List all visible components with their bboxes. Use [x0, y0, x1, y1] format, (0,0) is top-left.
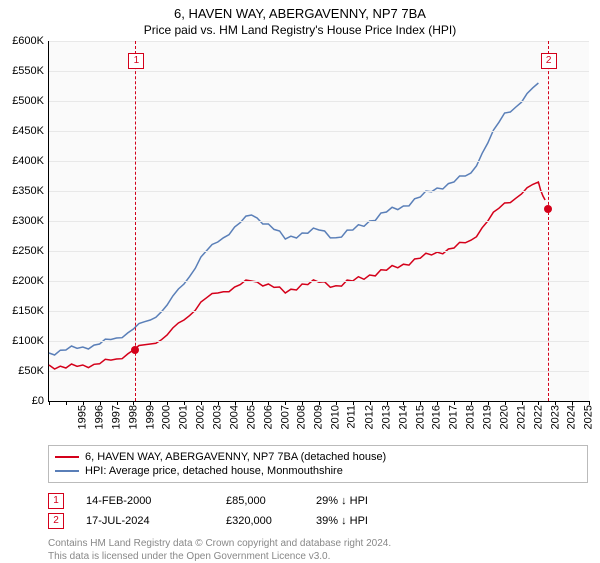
- marker-line: [548, 41, 549, 401]
- y-axis-labels: £0£50K£100K£150K£200K£250K£300K£350K£400…: [0, 41, 48, 401]
- sales-table: 1 14-FEB-2000£85,00029% ↓ HPI 2 17-JUL-2024…: [48, 491, 588, 531]
- y-tick-label: £450K: [12, 125, 44, 137]
- sale-pct: 29% ↓ HPI: [316, 495, 436, 507]
- legend-item: 6, HAVEN WAY, ABERGAVENNY, NP7 7BA (deta…: [55, 450, 581, 464]
- x-tick-label: 2019: [481, 405, 493, 429]
- gridline-h: [49, 281, 589, 282]
- x-tick-label: 2022: [532, 405, 544, 429]
- sale-price: £320,000: [226, 515, 316, 527]
- x-tick-label: 1995: [76, 405, 88, 429]
- y-tick-label: £400K: [12, 155, 44, 167]
- sale-price: £85,000: [226, 495, 316, 507]
- legend: 6, HAVEN WAY, ABERGAVENNY, NP7 7BA (deta…: [48, 445, 588, 483]
- y-tick-label: £350K: [12, 185, 44, 197]
- y-tick-label: £200K: [12, 275, 44, 287]
- y-tick-label: £500K: [12, 95, 44, 107]
- x-tick-label: 2021: [515, 405, 527, 429]
- gridline-h: [49, 101, 589, 102]
- sale-row: 2 17-JUL-2024£320,00039% ↓ HPI: [48, 511, 588, 531]
- x-tick-label: 2000: [161, 405, 173, 429]
- page: 6, HAVEN WAY, ABERGAVENNY, NP7 7BA Price…: [0, 0, 600, 560]
- gridline-h: [49, 251, 589, 252]
- x-tick-label: 2008: [296, 405, 308, 429]
- x-tick-label: 2020: [498, 405, 510, 429]
- sale-marker: 1: [48, 493, 64, 509]
- x-tick-label: 2002: [195, 405, 207, 429]
- sale-pct: 39% ↓ HPI: [316, 515, 436, 527]
- sale-row: 1 14-FEB-2000£85,00029% ↓ HPI: [48, 491, 588, 511]
- gridline-h: [49, 161, 589, 162]
- x-tick-label: 2014: [397, 405, 409, 429]
- y-tick-label: £50K: [18, 365, 44, 377]
- sale-date: 14-FEB-2000: [86, 495, 226, 507]
- marker-box: 1: [128, 53, 144, 69]
- gridline-h: [49, 221, 589, 222]
- gridline-h: [49, 341, 589, 342]
- page-subtitle: Price paid vs. HM Land Registry's House …: [0, 21, 600, 41]
- footer-attribution: Contains HM Land Registry data © Crown c…: [48, 537, 588, 563]
- chart: £0 £50K £100K £150K £200K £250K £300K £350K £400…: [0, 41, 600, 441]
- y-tick-label: £250K: [12, 245, 44, 257]
- x-tick-label: 2005: [245, 405, 257, 429]
- x-tick-label: 2010: [330, 405, 342, 429]
- y-tick-label: £550K: [12, 65, 44, 77]
- x-tick-label: 2007: [279, 405, 291, 429]
- x-tick-label: 2023: [549, 405, 561, 429]
- x-tick-label: 2017: [448, 405, 460, 429]
- y-tick-label: £150K: [12, 305, 44, 317]
- gridline-h: [49, 371, 589, 372]
- legend-swatch: [55, 470, 79, 472]
- x-tick-label: 2025: [583, 405, 595, 429]
- x-tick-label: 2015: [414, 405, 426, 429]
- y-tick-label: £600K: [12, 35, 44, 47]
- x-tick-label: 1998: [127, 405, 139, 429]
- gridline-h: [49, 191, 589, 192]
- x-tick-label: 1999: [144, 405, 156, 429]
- gridline-h: [49, 131, 589, 132]
- x-tick-label: 2012: [363, 405, 375, 429]
- sale-marker: 2: [48, 513, 64, 529]
- x-tick-label: 2013: [380, 405, 392, 429]
- gridline-h: [49, 71, 589, 72]
- legend-swatch: [55, 456, 79, 458]
- x-tick-label: 2006: [262, 405, 274, 429]
- legend-block: 6, HAVEN WAY, ABERGAVENNY, NP7 7BA (deta…: [48, 445, 588, 563]
- x-tick-label: 1997: [110, 405, 122, 429]
- page-title: 6, HAVEN WAY, ABERGAVENNY, NP7 7BA: [0, 0, 600, 21]
- legend-label: HPI: Average price, detached house, Monm…: [85, 465, 343, 477]
- x-tick-label: 1996: [93, 405, 105, 429]
- x-axis-labels: 1995 1996 1997 1998 1999 2000 2001 2002 2003 2004…: [48, 403, 588, 441]
- x-tick-label: 2011: [346, 405, 358, 429]
- x-tick-label: 2003: [211, 405, 223, 429]
- footer-line-2: This data is licensed under the Open Gov…: [48, 550, 588, 563]
- x-tick-label: 2009: [313, 405, 325, 429]
- gridline-h: [49, 41, 589, 42]
- marker-dot: [544, 205, 552, 213]
- x-tick-label: 2004: [228, 405, 240, 429]
- marker-box: 2: [541, 53, 557, 69]
- series-hpi: [49, 83, 538, 355]
- x-tick-label: 2024: [566, 405, 578, 429]
- gridline-h: [49, 311, 589, 312]
- legend-item: HPI: Average price, detached house, Monm…: [55, 464, 581, 478]
- plot-area: 12: [48, 41, 589, 402]
- footer-line-1: Contains HM Land Registry data © Crown c…: [48, 537, 588, 550]
- y-tick-label: £100K: [12, 335, 44, 347]
- x-tick-label: 2018: [465, 405, 477, 429]
- x-tick-label: 2001: [178, 405, 190, 429]
- legend-label: 6, HAVEN WAY, ABERGAVENNY, NP7 7BA (deta…: [85, 451, 386, 463]
- y-tick-label: £300K: [12, 215, 44, 227]
- sale-date: 17-JUL-2024: [86, 515, 226, 527]
- marker-dot: [131, 346, 139, 354]
- y-tick-label: £0: [32, 395, 44, 407]
- x-tick-label: 2016: [431, 405, 443, 429]
